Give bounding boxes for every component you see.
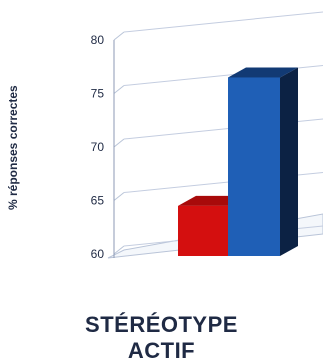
y-tick-label: 75 xyxy=(91,87,105,101)
gridline-depth xyxy=(113,138,125,148)
gridline xyxy=(123,11,323,33)
category-label-line-1: STÉRÉOTYPE xyxy=(85,312,238,337)
gridline-depth xyxy=(113,85,125,94)
category-label-line-2: ACTIF xyxy=(127,338,196,363)
y-tick-label: 65 xyxy=(91,194,105,208)
bar-side-2 xyxy=(280,67,298,256)
y-tick-label: 70 xyxy=(91,140,105,154)
bar-top-2 xyxy=(228,67,298,78)
chart-plot: 60 65 70 75 80 xyxy=(91,11,323,261)
chart-stage: 60 65 70 75 80 % réponses correctes STÉRÉOTY… xyxy=(6,11,323,363)
gridline-depth xyxy=(113,245,125,255)
bar-2 xyxy=(228,77,280,256)
gridline-depth xyxy=(113,31,125,41)
y-tick-label: 80 xyxy=(91,33,105,47)
gridline-depth xyxy=(113,192,125,201)
y-axis-label: % réponses correctes xyxy=(6,85,20,210)
bar-1 xyxy=(178,205,230,256)
y-tick-label: 60 xyxy=(91,247,105,261)
